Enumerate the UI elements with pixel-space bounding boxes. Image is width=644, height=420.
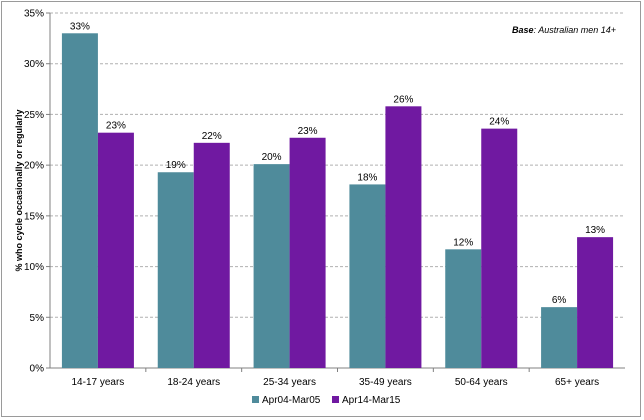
axes: 0% 5% 10% 15% 20% 25% 30% 35% 14-17 years 18-24 y… bbox=[24, 9, 625, 388]
gridlines bbox=[50, 12, 625, 318]
legend: Apr04-Mar05 Apr14-Mar15 bbox=[252, 395, 401, 406]
bar-apr04-mar05 bbox=[157, 172, 194, 368]
bar-apr04-mar05 bbox=[61, 33, 98, 369]
base-annotation-bold: Base bbox=[512, 25, 534, 35]
data-label: 18% bbox=[357, 172, 377, 183]
y-tick-label: 10% bbox=[24, 262, 44, 273]
data-label: 23% bbox=[106, 121, 126, 132]
y-tick-label: 15% bbox=[24, 211, 44, 222]
x-tick-label: 25-34 years bbox=[263, 377, 316, 388]
data-label: 6% bbox=[552, 295, 567, 306]
data-label: 12% bbox=[453, 237, 473, 248]
x-tick-label: 50-64 years bbox=[455, 377, 508, 388]
y-tick-label: 20% bbox=[24, 161, 44, 172]
base-annotation-text: : Australian men 14+ bbox=[534, 25, 616, 35]
y-tick-label: 30% bbox=[24, 59, 44, 70]
data-label: 13% bbox=[585, 225, 605, 236]
data-label: 33% bbox=[70, 21, 90, 32]
bar-apr04-mar05 bbox=[445, 249, 482, 368]
bar-apr04-mar05 bbox=[253, 164, 290, 368]
x-tick-label: 65+ years bbox=[555, 377, 599, 388]
data-label: 26% bbox=[393, 94, 413, 105]
x-tick-label: 14-17 years bbox=[72, 377, 125, 388]
bar-apr04-mar05 bbox=[349, 184, 386, 368]
bar-apr14-mar15 bbox=[97, 132, 134, 368]
data-label: 24% bbox=[489, 117, 509, 128]
data-label: 22% bbox=[202, 131, 222, 142]
bar-apr04-mar05 bbox=[541, 307, 578, 368]
legend-label: Apr14-Mar15 bbox=[342, 395, 401, 406]
y-tick-label: 25% bbox=[24, 110, 44, 121]
bar-apr14-mar15 bbox=[481, 128, 518, 368]
bar-apr14-mar15 bbox=[289, 137, 326, 368]
data-label: 23% bbox=[298, 126, 318, 137]
x-tick-label: 18-24 years bbox=[167, 377, 220, 388]
data-labels: 33% 23% 19% 22% 20% 23% 18% 26% 12% 24% 6% 13% bbox=[70, 21, 605, 306]
legend-label: Apr04-Mar05 bbox=[262, 395, 321, 406]
y-tick-label: 35% bbox=[24, 9, 44, 20]
data-label: 20% bbox=[262, 152, 282, 163]
x-tick-label: 35-49 years bbox=[359, 377, 412, 388]
bar-apr14-mar15 bbox=[577, 237, 614, 368]
bar-apr14-mar15 bbox=[385, 106, 422, 369]
bars bbox=[61, 33, 614, 369]
y-tick-label: 0% bbox=[30, 364, 45, 375]
y-tick-label: 5% bbox=[30, 313, 45, 324]
base-annotation: Base: Australian men 14+ bbox=[512, 25, 616, 35]
y-axis-label: % who cycle occasionally or regularly bbox=[14, 109, 24, 271]
data-label: 19% bbox=[166, 160, 186, 171]
legend-swatch bbox=[332, 396, 339, 403]
legend-swatch bbox=[252, 396, 259, 403]
bar-apr14-mar15 bbox=[193, 142, 230, 368]
